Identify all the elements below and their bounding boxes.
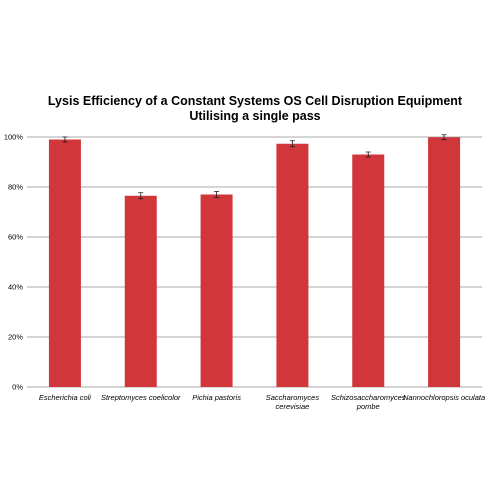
bar: [352, 154, 385, 387]
bar: [428, 137, 461, 387]
bar: [124, 195, 157, 387]
y-tick-label: 60%: [8, 233, 23, 242]
error-bar: [214, 191, 220, 198]
x-tick-label: Escherichia coli: [39, 393, 91, 402]
x-tick-label: Streptomyces coelicolor: [101, 393, 181, 402]
error-bar: [289, 140, 295, 148]
x-tick-label: Pichia pastoris: [192, 393, 241, 402]
y-tick-label: 40%: [8, 283, 23, 292]
y-tick-label: 80%: [8, 183, 23, 192]
bar: [276, 143, 309, 387]
x-tick-label: Schizosaccharomyces pombe: [331, 393, 406, 411]
error-bar: [365, 151, 371, 158]
chart-title: Lysis Efficiency of a Constant Systems O…: [48, 94, 463, 108]
y-axis-labels: 0% 20% 40% 60% 80% 100%: [4, 133, 24, 392]
x-tick-label: Saccharomyces cerevisiae: [266, 393, 320, 411]
x-tick-label: Nannochloropsis oculata: [403, 393, 485, 402]
error-bar: [62, 136, 68, 143]
grid-layer: [27, 136, 482, 388]
error-bar: [138, 192, 144, 200]
x-axis-labels: Escherichia coli Streptomyces coelicolor P…: [39, 393, 485, 411]
y-tick-label: 0%: [12, 383, 23, 392]
bars-layer: [48, 137, 461, 387]
error-bars-layer: [62, 134, 447, 200]
chart-subtitle: Utilising a single pass: [189, 109, 320, 123]
bar: [48, 139, 81, 387]
y-tick-label: 100%: [4, 133, 24, 142]
error-bar: [441, 134, 447, 141]
bar: [200, 194, 233, 387]
y-tick-label: 20%: [8, 333, 23, 342]
